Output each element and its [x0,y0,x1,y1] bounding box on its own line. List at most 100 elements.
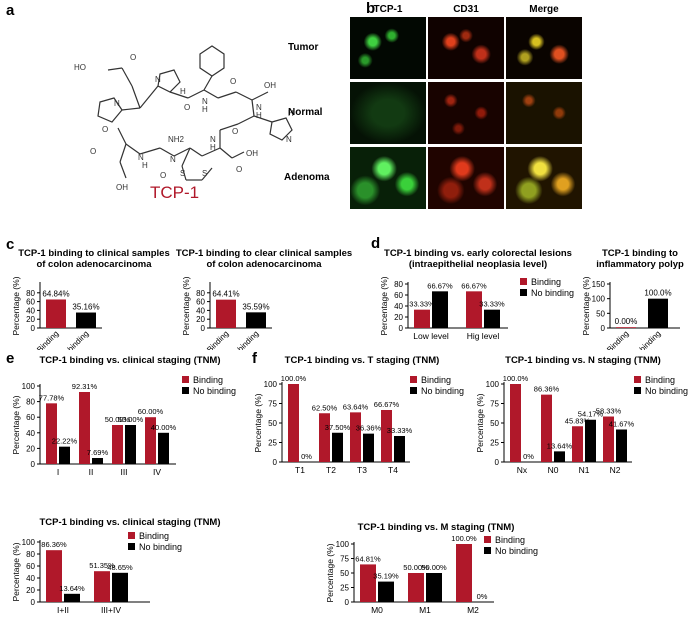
bar [288,384,299,462]
y-tick-label: 25 [490,439,499,448]
atom-label: O [232,127,238,136]
x-tick-label: M2 [467,605,479,615]
legend-label: No binding [421,386,464,396]
y-tick-label: 20 [26,444,35,453]
bar-value-label: 35.59% [242,302,269,311]
legend-swatch [128,543,135,550]
chart-title: TCP-1 binding vs. M staging (TNM) [357,522,515,533]
panel-label-f: f [252,350,257,367]
x-tick-label: Binding [205,329,230,350]
bar [466,291,482,328]
y-tick-label: 60 [26,413,35,422]
atom-label: OH [264,81,276,90]
bar-value-label: 13.64% [59,584,85,593]
tcp1-structure: HO O N H O N H O OH O N N H O NH2 H N N … [74,45,294,192]
bar-value-label: 66.67% [461,281,487,290]
legend-swatch [484,536,491,543]
bar-value-label: 100.0% [281,374,307,383]
bar [46,299,66,328]
y-tick-label: 40 [26,306,35,315]
x-tick-label: I+II [57,605,69,615]
micro-adenoma-cd31 [428,147,504,209]
chart-d1: 0 20 40 60 80 Percentage (%) 33.33% 66.67% Low l… [379,276,574,341]
bar [408,573,424,602]
y-tick-label: 60 [394,291,403,300]
x-tick-label: Hig level [467,331,500,341]
molecule-name: TCP-1 [150,183,200,202]
bar-value-label: 37.50% [325,423,351,432]
y-tick-label: 40 [26,429,35,438]
y-tick-label: 75 [340,555,349,564]
bar [46,550,62,602]
atom-label: N [286,135,292,144]
y-axis-label: Percentage (%) [11,395,21,454]
bar-value-label: 64.41% [212,290,239,299]
x-tick-label: No binding [629,329,662,350]
micro-tumor-merge [506,17,582,79]
bar [64,593,80,602]
x-tick-label: Binding [35,329,60,350]
atom-label: O [90,147,96,156]
y-tick-label: 100 [22,382,36,391]
bar-value-label: 50.00% [105,415,131,424]
bar-value-label: 50.00% [421,563,447,572]
y-tick-label: 50 [596,309,605,318]
atom-label: H [210,143,216,152]
bar [332,432,343,462]
micro-row-adenoma: Adenoma [284,172,330,183]
y-tick-label: 80 [26,398,35,407]
x-tick-label: M1 [419,605,431,615]
atom-label: O [236,165,242,174]
y-tick-label: 100 [264,380,278,389]
chart-title: TCP-1 binding to inflammatory polyp [596,248,684,270]
y-tick-label: 60 [26,298,35,307]
bar-value-label: 40.00% [151,423,177,432]
bar-value-label: 7.69% [87,448,109,457]
bar [145,417,156,464]
panel-label-b: b [366,0,376,17]
legend-label: Binding [495,535,525,545]
y-tick-label: 150 [592,280,606,289]
panel-label-a: a [6,2,15,19]
atom-label: N [256,103,262,112]
y-axis-label: Percentage (%) [11,542,21,601]
y-tick-label: 0 [495,458,500,467]
legend-swatch [410,387,417,394]
y-tick-label: 100 [486,380,500,389]
x-tick-label: T3 [357,465,367,475]
x-tick-label: IV [153,467,161,477]
y-tick-label: 80 [394,280,403,289]
x-tick-label: T2 [326,465,336,475]
atom-label: N [170,155,176,164]
bar [585,419,596,462]
y-tick-label: 0 [345,598,350,607]
atom-label: N [202,97,208,106]
bar-value-label: 66.67% [427,281,453,290]
bar [94,571,110,602]
micro-col-cd31: CD31 [453,4,479,15]
micro-col-tcp1: TCP-1 [373,4,403,15]
atom-label: N [155,75,161,84]
bar [484,309,500,328]
y-tick-label: 50 [268,419,277,428]
bar [76,312,96,328]
micro-normal-merge [506,82,582,144]
bar-value-label: 66.67% [374,400,400,409]
atom-label: H [180,87,186,96]
bar-value-label: 58.33% [596,407,622,416]
bar-value-label: 0% [301,452,312,461]
atom-label: H [142,161,148,170]
x-tick-label: No binding [227,329,260,350]
y-axis-label: Percentage (%) [581,276,591,335]
micro-adenoma-tcp1 [350,147,426,209]
x-tick-label: N2 [610,465,621,475]
micro-row-tumor: Tumor [288,42,319,53]
bar-value-label: 54.17% [578,410,604,419]
x-tick-label: T4 [388,465,398,475]
micro-tumor-cd31 [428,17,504,79]
bar [381,409,392,462]
bar [456,544,472,602]
